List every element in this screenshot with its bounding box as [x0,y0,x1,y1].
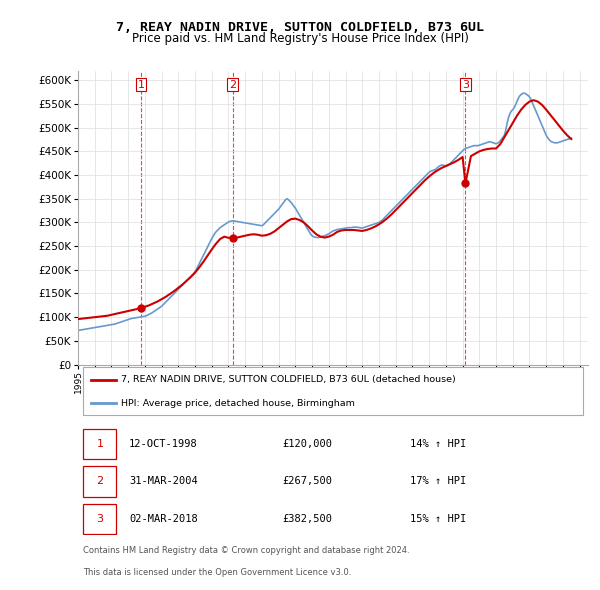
Text: 17% ↑ HPI: 17% ↑ HPI [409,476,466,486]
Text: 2: 2 [97,476,103,486]
Text: 1: 1 [97,439,103,449]
Text: 14% ↑ HPI: 14% ↑ HPI [409,439,466,449]
Text: 31-MAR-2004: 31-MAR-2004 [129,476,198,486]
Text: £267,500: £267,500 [282,476,332,486]
Text: 2: 2 [229,80,236,90]
Text: Contains HM Land Registry data © Crown copyright and database right 2024.: Contains HM Land Registry data © Crown c… [83,546,410,555]
FancyBboxPatch shape [83,367,583,415]
FancyBboxPatch shape [83,504,116,535]
Text: Price paid vs. HM Land Registry's House Price Index (HPI): Price paid vs. HM Land Registry's House … [131,32,469,45]
Text: 3: 3 [97,514,103,524]
Text: £120,000: £120,000 [282,439,332,449]
Text: 12-OCT-1998: 12-OCT-1998 [129,439,198,449]
FancyBboxPatch shape [83,466,116,497]
Text: 7, REAY NADIN DRIVE, SUTTON COLDFIELD, B73 6UL (detached house): 7, REAY NADIN DRIVE, SUTTON COLDFIELD, B… [121,375,456,384]
Text: 15% ↑ HPI: 15% ↑ HPI [409,514,466,524]
Text: £382,500: £382,500 [282,514,332,524]
Text: HPI: Average price, detached house, Birmingham: HPI: Average price, detached house, Birm… [121,398,355,408]
Text: 1: 1 [138,80,145,90]
FancyBboxPatch shape [83,428,116,459]
Text: 02-MAR-2018: 02-MAR-2018 [129,514,198,524]
Text: 7, REAY NADIN DRIVE, SUTTON COLDFIELD, B73 6UL: 7, REAY NADIN DRIVE, SUTTON COLDFIELD, B… [116,21,484,34]
Text: This data is licensed under the Open Government Licence v3.0.: This data is licensed under the Open Gov… [83,568,352,576]
Text: 3: 3 [462,80,469,90]
